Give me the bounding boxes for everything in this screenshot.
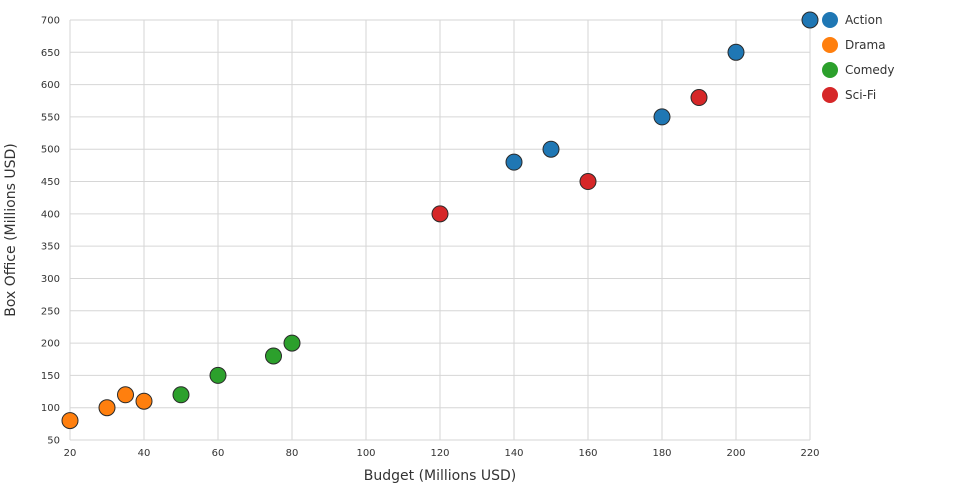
x-tick-label: 180 — [652, 448, 671, 459]
data-point-sci-fi — [690, 89, 708, 107]
x-tick-label: 200 — [726, 448, 745, 459]
legend-marker — [822, 37, 838, 53]
x-tick-label: 160 — [578, 448, 597, 459]
x-axis-title: Budget (Millions USD) — [364, 468, 516, 484]
y-tick-label: 500 — [41, 145, 60, 156]
legend-label: Drama — [845, 38, 886, 52]
legend-label: Sci-Fi — [845, 88, 876, 102]
x-tick-label: 120 — [430, 448, 449, 459]
data-point-drama — [98, 399, 116, 417]
legend-marker — [822, 12, 838, 28]
x-tick-label: 140 — [504, 448, 523, 459]
y-tick-label: 150 — [41, 371, 60, 382]
x-tick-label: 40 — [138, 448, 151, 459]
y-tick-label: 450 — [41, 177, 60, 188]
legend-item-sci-fi: Sci-Fi — [822, 87, 876, 103]
y-tick-label: 350 — [41, 242, 60, 253]
legend-label: Action — [845, 13, 883, 27]
data-point-comedy — [209, 366, 227, 384]
data-point-drama — [135, 392, 153, 410]
legend-item-drama: Drama — [822, 37, 886, 53]
y-axis-title: Box Office (Millions USD) — [3, 143, 19, 316]
y-tick-label: 550 — [41, 112, 60, 123]
data-point-action — [542, 140, 560, 158]
x-axis-ticks: 20 40 60 80 100 120 140 160 180 200 220 — [64, 448, 820, 459]
x-tick-label: 220 — [800, 448, 819, 459]
data-points — [61, 11, 819, 430]
y-tick-label: 700 — [41, 16, 60, 27]
y-tick-label: 650 — [41, 48, 60, 59]
data-point-drama — [117, 386, 134, 404]
data-point-sci-fi — [431, 205, 449, 223]
y-tick-label: 300 — [41, 274, 60, 285]
legend-marker — [822, 62, 838, 78]
data-point-comedy — [283, 334, 301, 352]
data-point-comedy — [265, 347, 282, 365]
data-point-sci-fi — [579, 173, 597, 191]
y-axis-ticks: 50 100 150 200 250 300 350 400 450 500 550 600 650 70… — [41, 16, 60, 447]
data-point-comedy — [172, 386, 190, 404]
y-tick-label: 50 — [47, 436, 60, 447]
legend-item-comedy: Comedy — [822, 62, 895, 78]
x-tick-label: 100 — [356, 448, 375, 459]
legend-item-action: Action — [822, 12, 883, 28]
y-tick-label: 600 — [41, 80, 60, 91]
x-tick-label: 80 — [286, 448, 299, 459]
y-tick-label: 400 — [41, 209, 60, 220]
x-tick-label: 20 — [64, 448, 77, 459]
data-point-drama — [61, 412, 79, 430]
x-tick-label: 60 — [212, 448, 225, 459]
legend-marker — [822, 87, 838, 103]
grid-layer — [69, 19, 811, 441]
data-point-action — [801, 11, 819, 29]
y-tick-label: 250 — [41, 306, 60, 317]
data-point-action — [727, 43, 745, 61]
data-point-action — [653, 108, 671, 126]
legend: Action Drama Comedy Sci-Fi — [822, 12, 895, 103]
y-tick-label: 200 — [41, 339, 60, 350]
legend-label: Comedy — [845, 63, 895, 77]
data-point-action — [505, 153, 523, 171]
y-tick-label: 100 — [41, 403, 60, 414]
